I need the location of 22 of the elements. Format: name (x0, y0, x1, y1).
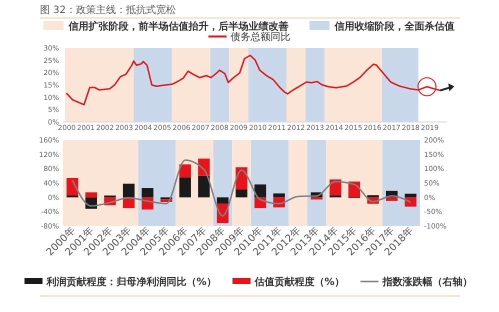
bar (85, 192, 98, 198)
bar (273, 193, 285, 198)
chart-title: 图 32：政策主线：抵抗式宽松 (40, 4, 176, 16)
bar (122, 184, 135, 198)
legend-label: 信用收缩阶段，全面杀估值 (334, 20, 454, 32)
bar (179, 177, 191, 198)
legend-label: 债务总额同比 (230, 31, 290, 43)
bar (142, 188, 154, 198)
bar (254, 184, 266, 198)
bar (216, 197, 229, 204)
legend-label: 估值贡献程度（%） (254, 276, 345, 288)
legend-label: 指数涨跌幅（右轴） (382, 276, 472, 288)
bar (236, 189, 248, 198)
line-series (72, 159, 412, 217)
legend-label: 信用扩张阶段，前半场估值抬升，后半场业绩改善 (68, 20, 288, 32)
bar (330, 179, 342, 196)
bar (386, 197, 398, 201)
legend-label: 利润贡献程度：归母净利润同比（%） (46, 276, 217, 288)
bar (404, 194, 416, 198)
bar (179, 164, 191, 178)
bar (198, 176, 210, 198)
line-series (66, 54, 442, 106)
